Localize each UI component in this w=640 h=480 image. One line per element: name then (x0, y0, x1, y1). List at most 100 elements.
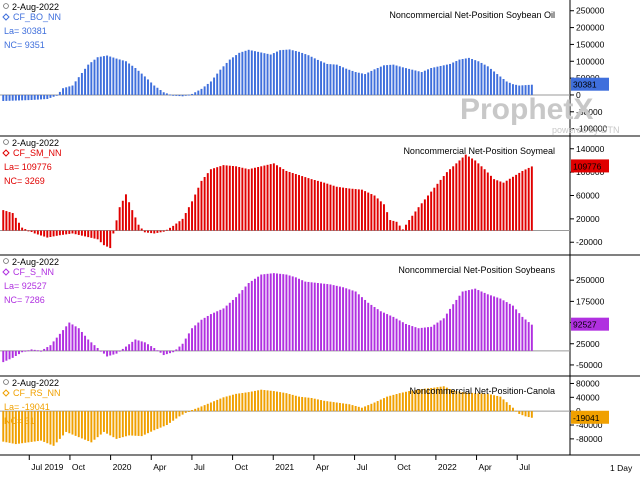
y-tick-label: -20000 (576, 237, 603, 247)
bar (18, 350, 20, 355)
bar (24, 350, 27, 352)
bar (505, 402, 508, 412)
bar (515, 84, 518, 95)
bar (411, 215, 414, 231)
zoom-icon[interactable] (3, 379, 9, 385)
series-symbol: CF_S_NN (13, 267, 54, 277)
bar (298, 278, 300, 351)
bar (521, 85, 524, 95)
bar (134, 68, 137, 95)
bar (24, 411, 27, 443)
bar (398, 320, 401, 351)
series-symbol: CF_BO_NN (13, 12, 61, 22)
bar (238, 52, 241, 95)
bar (27, 230, 30, 232)
bar (458, 59, 461, 95)
zoom-icon[interactable] (3, 258, 9, 264)
bar (518, 172, 521, 231)
x-tick-label: 2020 (113, 462, 132, 472)
bar (52, 341, 55, 351)
bar (184, 338, 187, 351)
bar (405, 224, 407, 231)
bar (285, 49, 288, 95)
bar (414, 211, 417, 231)
bar (93, 230, 96, 239)
bar (147, 411, 149, 434)
bar (27, 350, 30, 352)
bar (480, 291, 483, 351)
bar (508, 178, 511, 231)
bar (427, 327, 429, 351)
bar (505, 302, 508, 351)
bar (55, 94, 58, 96)
bar (124, 61, 127, 95)
bar (521, 411, 524, 416)
zoom-icon[interactable] (3, 139, 9, 145)
y-tick-label: 150000 (576, 39, 605, 49)
bar (326, 284, 329, 351)
bar (439, 179, 442, 231)
bar (68, 322, 71, 351)
bar (493, 71, 496, 95)
bar (250, 280, 253, 351)
bar (46, 411, 49, 444)
zoom-icon[interactable] (3, 3, 9, 9)
bar (156, 411, 159, 429)
bar (244, 50, 247, 95)
bar (499, 396, 502, 412)
bar (140, 228, 143, 231)
bar (213, 168, 216, 231)
bar (93, 345, 96, 351)
bar (134, 339, 137, 351)
bar (213, 77, 216, 95)
bar (159, 350, 162, 353)
bar (307, 281, 310, 351)
bar (382, 312, 385, 351)
bar (266, 390, 269, 412)
bar (461, 157, 464, 231)
bar (109, 411, 112, 436)
bar (348, 404, 351, 412)
bar (414, 70, 417, 95)
bar (213, 401, 216, 412)
bar (471, 158, 474, 231)
bar (342, 187, 345, 231)
bar (247, 392, 250, 412)
bar (364, 406, 367, 412)
bar (106, 411, 109, 434)
bar (279, 273, 282, 351)
bar (398, 225, 401, 231)
bar (137, 411, 140, 436)
bar (342, 67, 345, 95)
bar (247, 169, 250, 231)
bar (360, 407, 363, 412)
bar (401, 392, 404, 412)
bar (77, 411, 80, 438)
bar (269, 273, 272, 351)
bar (143, 76, 146, 95)
bar (175, 94, 178, 96)
bar (213, 312, 216, 351)
bar (206, 315, 209, 351)
bar (351, 405, 354, 412)
bar (417, 389, 420, 412)
y-tick-label: 175000 (576, 296, 605, 306)
bar (527, 411, 530, 418)
y-tick-label: 250000 (576, 6, 605, 16)
bar (87, 411, 90, 442)
bar (326, 401, 329, 412)
bar (40, 411, 42, 441)
bar (99, 350, 102, 352)
bar (455, 299, 458, 351)
bar (109, 56, 112, 95)
last-value-badge-text: 109776 (573, 161, 602, 171)
bar (115, 220, 118, 231)
bar (169, 350, 171, 354)
bar (90, 230, 93, 238)
bar (461, 59, 464, 95)
bar (8, 212, 11, 231)
bar (518, 411, 521, 414)
series-diamond-icon (2, 268, 10, 276)
bar (187, 333, 190, 351)
bar (40, 350, 42, 352)
